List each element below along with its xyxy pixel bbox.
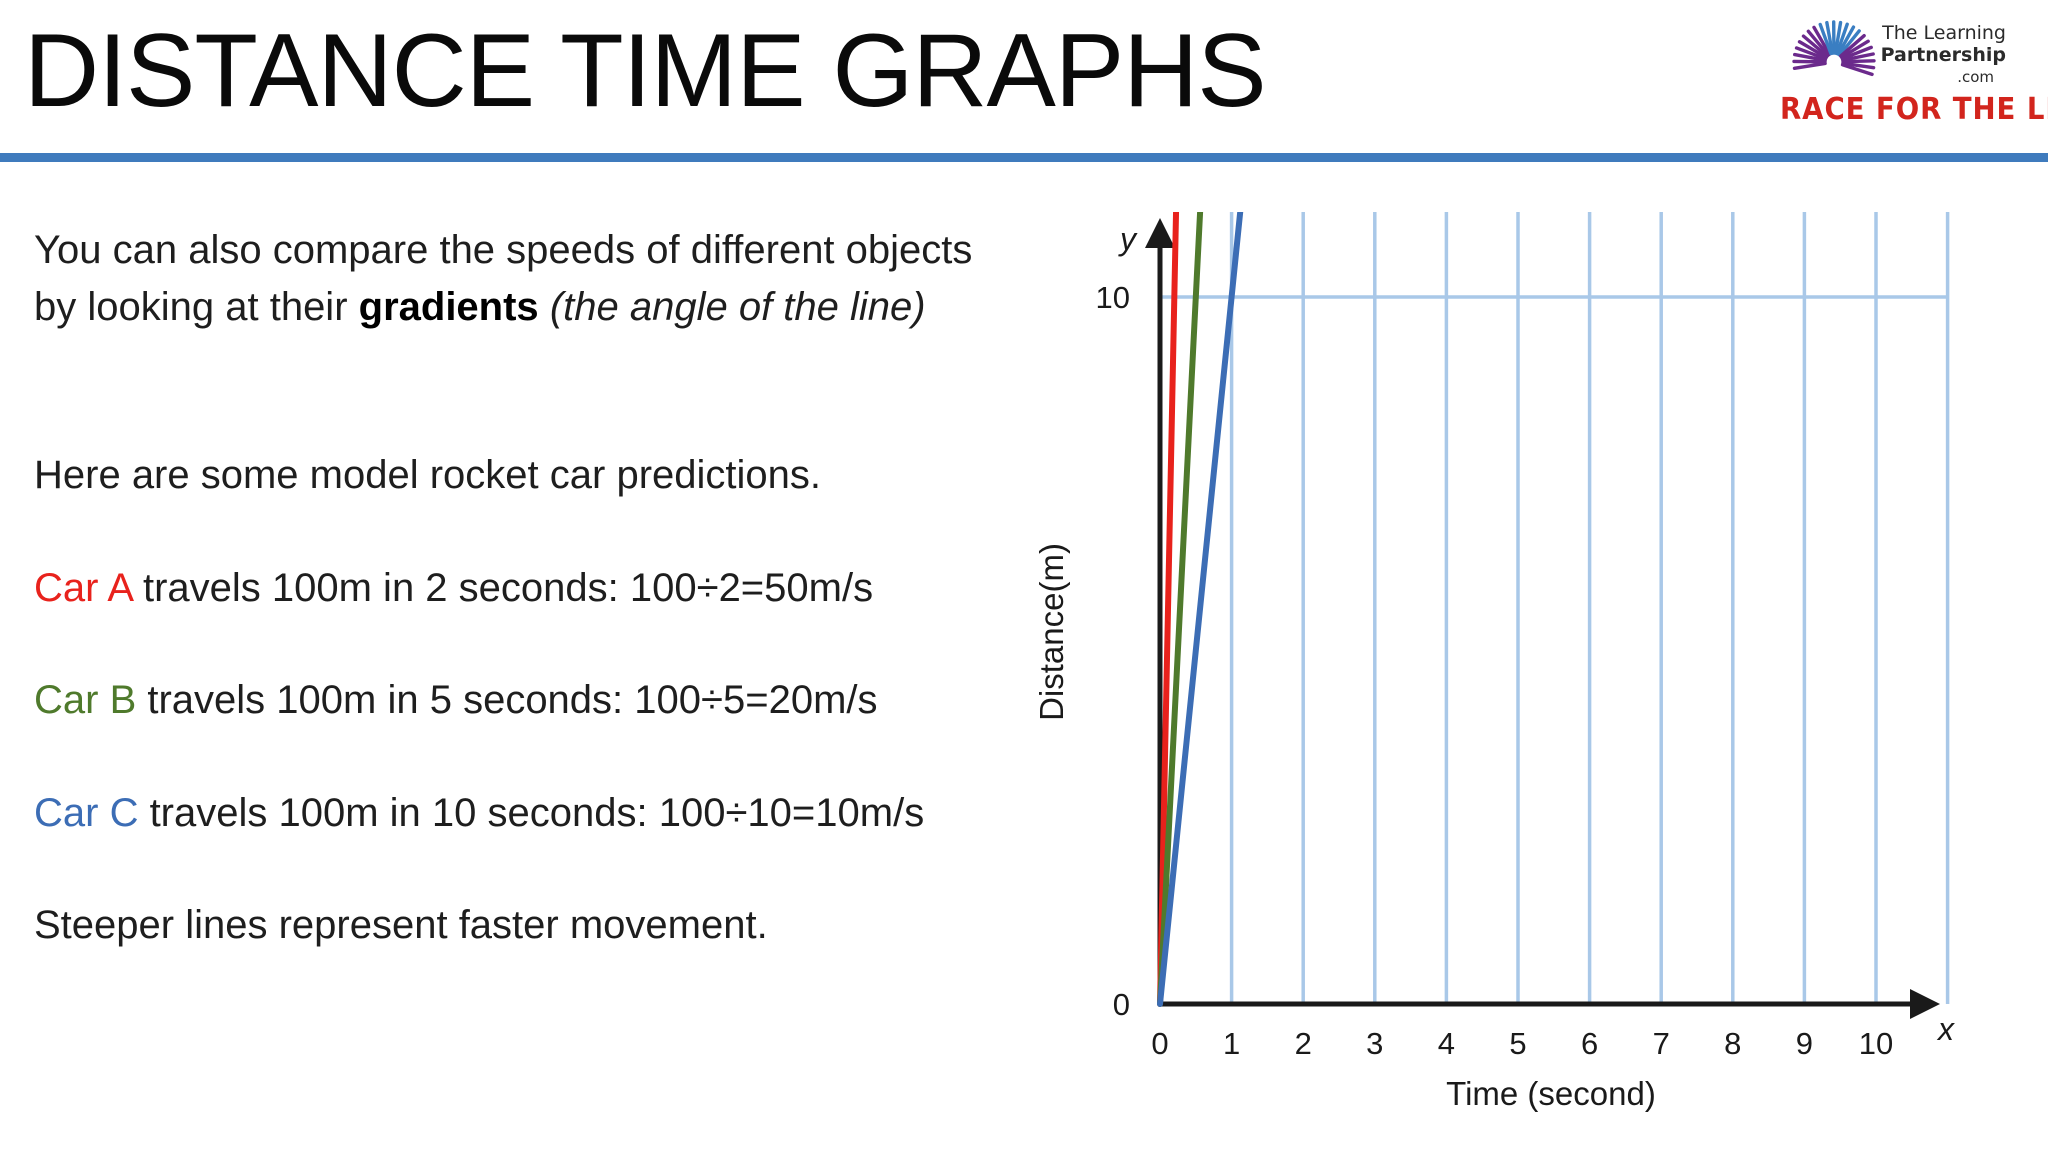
conclusion-paragraph: Steeper lines represent faster movement.: [34, 903, 768, 947]
y-axis-arrow: [1145, 218, 1175, 248]
logo-ray: [1836, 25, 1856, 56]
x-tick-label: 3: [1366, 1026, 1383, 1061]
header-divider: [0, 153, 2048, 162]
logo-ray: [1797, 40, 1828, 60]
logo-ray: [1825, 20, 1835, 55]
chart-grid: [1160, 212, 1950, 1004]
intro-note: (the angle of the line): [549, 285, 926, 329]
x-axis-arrow: [1910, 989, 1940, 1019]
gradients-term: gradients: [358, 285, 539, 329]
car-c-paragraph: Car C travels 100m in 10 seconds: 100÷10…: [34, 785, 994, 842]
x-tick-label: 9: [1796, 1026, 1813, 1061]
sunburst-logo-icon: [1792, 20, 1876, 77]
car-c-text: travels 100m in 10 seconds: 100÷10=10m/s: [138, 791, 925, 835]
x-tick-label: 10: [1859, 1026, 1893, 1061]
chart-tick-labels: 0123456789100102030405060708090100: [1096, 280, 1894, 1061]
car-b-label: Car B: [34, 678, 137, 722]
series-line-b: [1157, 212, 1204, 1007]
y-axis-symbol: y: [1118, 221, 1138, 257]
slide-title: DISTANCE TIME GRAPHS: [24, 13, 1267, 129]
logo-ray: [1839, 33, 1866, 58]
logo-ray: [1812, 25, 1832, 56]
y-tick-label: 10: [1096, 280, 1130, 315]
x-axis-symbol: x: [1936, 1011, 1955, 1047]
chart-series: ABC: [1157, 212, 1244, 1007]
car-c-label: Car C: [34, 791, 139, 835]
logo-text-line-2: Partnership: [1880, 44, 2006, 66]
y-tick-label: 0: [1113, 987, 1130, 1022]
car-a-paragraph: Car A travels 100m in 2 seconds: 100÷2=5…: [34, 560, 994, 617]
x-tick-label: 5: [1509, 1026, 1526, 1061]
logo-ray: [1837, 29, 1861, 57]
x-tick-label: 8: [1724, 1026, 1741, 1061]
logo-ray: [1833, 20, 1843, 55]
x-tick-label: 7: [1653, 1026, 1670, 1061]
logo-ray: [1840, 45, 1873, 61]
logo-ray: [1792, 61, 1827, 70]
distance-time-chart: xy0123456789100102030405060708090100Time…: [1033, 212, 1955, 1112]
intro-paragraph: You can also compare the speeds of diffe…: [34, 222, 994, 336]
logo-text-line-3: .com: [1957, 68, 1994, 86]
logo-ray: [1839, 39, 1870, 60]
x-axis-label: Time (second): [1446, 1075, 1656, 1112]
x-tick-label: 6: [1581, 1026, 1598, 1061]
x-tick-label: 1: [1223, 1026, 1240, 1061]
logo-ray: [1841, 52, 1875, 62]
intro-text: You can also compare the speeds of diffe…: [34, 228, 973, 329]
logo-ray: [1806, 29, 1830, 57]
logo-ray: [1841, 59, 1876, 64]
x-tick-label: 0: [1151, 1026, 1168, 1061]
car-a-label: Car A: [34, 566, 132, 610]
predictions-paragraph: Here are some model rocket car predictio…: [34, 453, 821, 497]
logo-ray: [1818, 22, 1833, 56]
logo-tagline: RACE FOR THE LINE: [1780, 92, 2048, 127]
logo-ray: [1841, 61, 1876, 70]
logo-ray: [1801, 34, 1829, 58]
x-tick-label: 4: [1438, 1026, 1455, 1061]
logo-ray: [1835, 22, 1849, 56]
logo-ray: [1794, 46, 1828, 61]
chart-axes: xy: [1118, 218, 1955, 1047]
car-b-paragraph: Car B travels 100m in 5 seconds: 100÷5=2…: [34, 672, 994, 729]
x-tick-label: 2: [1295, 1026, 1312, 1061]
y-axis-label: Distance(m): [1033, 543, 1070, 721]
logo-text-line-1: The Learning: [1882, 22, 2006, 44]
learning-partnership-logo: The Learning Partnership .com RACE FOR T…: [1770, 14, 2048, 138]
logo-ray: [1793, 52, 1827, 63]
car-a-text: travels 100m in 2 seconds: 100÷2=50m/s: [131, 566, 874, 610]
logo-ray: [1840, 63, 1874, 77]
car-b-text: travels 100m in 5 seconds: 100÷5=20m/s: [136, 678, 878, 722]
